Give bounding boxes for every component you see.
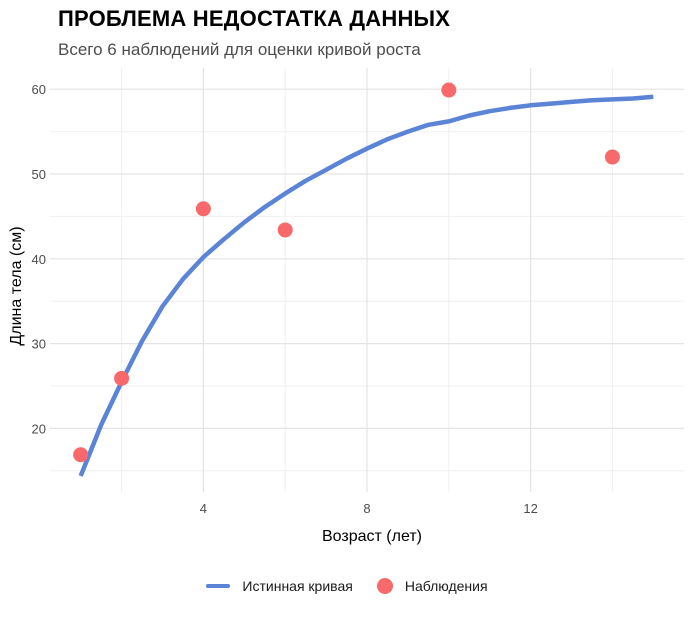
legend-label-true-curve: Истинная кривая xyxy=(242,578,353,594)
observation-point xyxy=(277,222,293,238)
chart-title: ПРОБЛЕМА НЕДОСТАТКА ДАННЫХ xyxy=(58,6,451,31)
legend-item-observations: Наблюдения xyxy=(376,578,488,594)
legend-dot-swatch xyxy=(376,578,393,594)
y-tick-label: 60 xyxy=(32,82,46,97)
observation-point xyxy=(114,370,130,386)
x-tick-label: 8 xyxy=(363,501,370,516)
observation-point xyxy=(73,447,89,463)
y-tick-label: 20 xyxy=(32,421,46,436)
grid-lines xyxy=(50,68,684,492)
legend: Истинная кривая Наблюдения xyxy=(0,578,694,594)
y-tick-label: 30 xyxy=(32,337,46,352)
y-tick-label: 50 xyxy=(32,167,46,182)
x-tick-label: 12 xyxy=(523,501,537,516)
legend-item-true-curve: Истинная кривая xyxy=(206,578,353,594)
legend-label-observations: Наблюдения xyxy=(404,578,488,594)
observation-point xyxy=(195,201,211,217)
y-axis-title: Длина тела (см) xyxy=(8,226,25,345)
series xyxy=(73,82,654,477)
x-tick-label: 4 xyxy=(200,501,207,516)
x-axis-title: Возраст (лет) xyxy=(322,528,422,545)
true-curve-line xyxy=(78,94,654,477)
tick-labels: 4 8 12 20 30 40 50 60 xyxy=(32,82,538,516)
observation-point xyxy=(441,82,457,98)
y-tick-label: 40 xyxy=(32,252,46,267)
chart-subtitle: Всего 6 наблюдений для оценки кривой рос… xyxy=(58,40,421,59)
observation-point xyxy=(604,149,620,165)
legend-line-swatch xyxy=(206,584,231,588)
